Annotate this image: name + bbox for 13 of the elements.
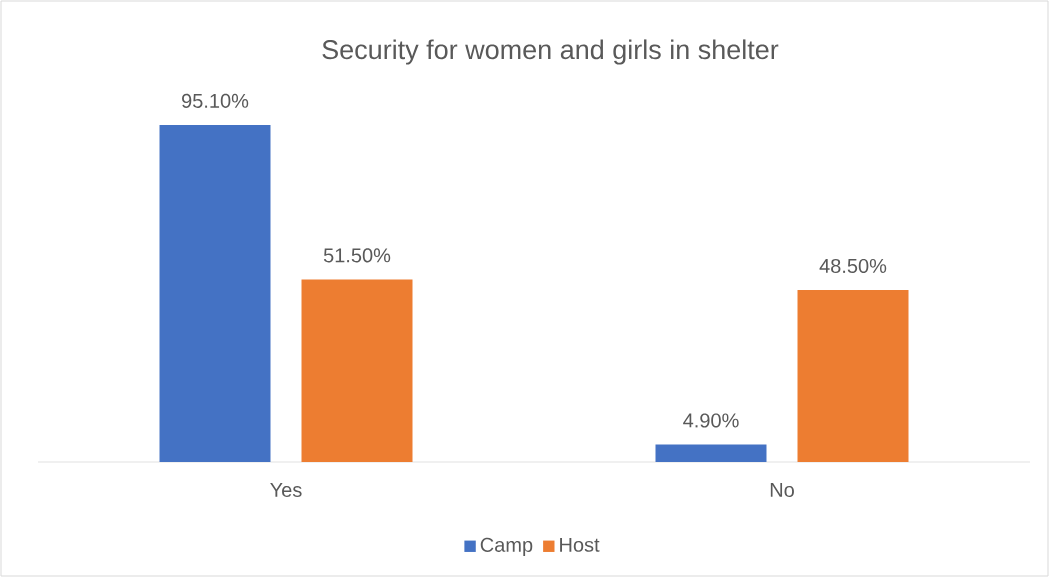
chart-title: Security for women and girls in shelter bbox=[322, 39, 779, 65]
data-label: 95.10% bbox=[182, 93, 249, 108]
bar bbox=[655, 444, 767, 462]
x-tick-label: No bbox=[770, 483, 794, 497]
legend-label: Camp bbox=[480, 537, 533, 556]
bar bbox=[797, 290, 909, 462]
bar bbox=[159, 124, 271, 462]
legend-label: Host bbox=[560, 537, 600, 552]
data-label: 4.90% bbox=[683, 413, 739, 428]
x-tick-label: Yes bbox=[270, 483, 302, 497]
bar bbox=[301, 279, 413, 462]
data-label: 51.50% bbox=[323, 248, 391, 263]
data-label: 48.50% bbox=[819, 258, 887, 274]
